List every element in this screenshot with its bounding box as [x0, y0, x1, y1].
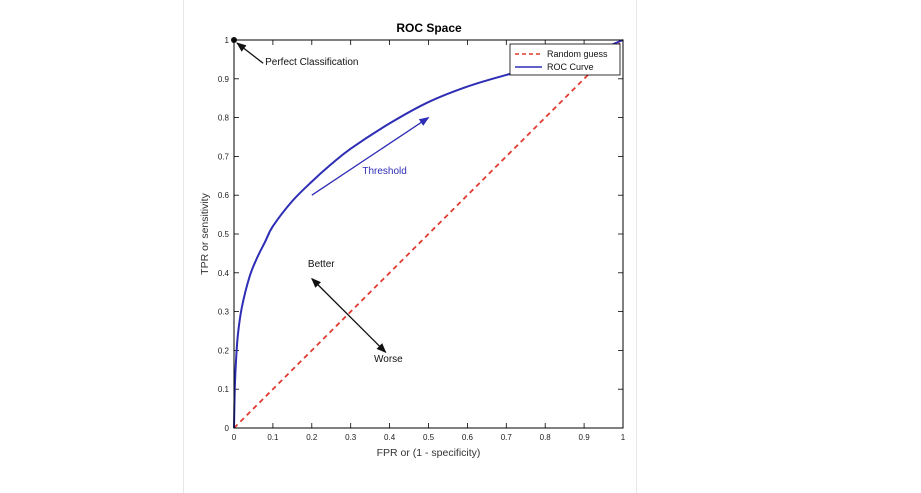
threshold-label: Threshold: [362, 166, 406, 177]
worse-label: Worse: [374, 354, 403, 365]
x-axis-label: FPR or (1 - specificity): [377, 447, 481, 459]
y-tick-label: 0.2: [218, 346, 230, 355]
y-tick-label: 0.9: [218, 75, 230, 84]
y-tick-label: 0.1: [218, 385, 230, 394]
x-tick-label: 0: [232, 433, 237, 442]
perfect-classification-label: Perfect Classification: [265, 57, 358, 68]
series-line-random-guess: [233, 39, 624, 429]
x-tick-label: 1: [621, 433, 626, 442]
x-tick-label: 0.9: [579, 433, 591, 442]
annotation-layer: Perfect Classification Threshold Better Wor…: [231, 37, 430, 365]
x-tick-label: 0.2: [306, 433, 318, 442]
perfect-classification-arrow: [236, 42, 264, 64]
figure-frame: ROC Space 0 0.1 0.2 0.3 0.4 0.5 0.6 0.7 0.8 0.9 1 0…: [183, 0, 637, 493]
better-label: Better: [308, 259, 335, 270]
roc-chart: ROC Space 0 0.1 0.2 0.3 0.4 0.5 0.6 0.7 0.8 0.9 10…: [199, 21, 626, 459]
y-tick-label: 0: [225, 424, 230, 433]
better-worse-arrow: [311, 277, 387, 354]
threshold-arrow: [311, 117, 430, 196]
legend-label-roc-curve: ROC Curve: [547, 62, 594, 72]
y-tick-label: 0.4: [218, 269, 230, 278]
x-tick-label: 0.3: [345, 433, 357, 442]
x-tick-label: 0.7: [501, 433, 513, 442]
y-tick-label: 0.8: [218, 114, 230, 123]
series-line-roc-curve: [233, 39, 624, 429]
x-tick-label: 0.6: [462, 433, 474, 442]
y-tick-label: 0.3: [218, 308, 230, 317]
y-tick-label: 0.5: [218, 230, 230, 239]
x-tick-label: 0.8: [540, 433, 552, 442]
legend: Random guess ROC Curve: [509, 43, 621, 76]
chart-title: ROC Space: [396, 21, 462, 35]
ticks-layer: 0 0.1 0.2 0.3 0.4 0.5 0.6 0.7 0.8 0.9 1 0 0.1 0.2 0.3 0…: [218, 36, 626, 442]
plot-frame: [233, 39, 624, 429]
y-tick-label: 0.6: [218, 191, 230, 200]
x-tick-label: 0.1: [267, 433, 279, 442]
x-tick-label: 0.4: [384, 433, 396, 442]
series-layer: [233, 39, 624, 429]
y-axis-label: TPR or sensitivity: [199, 192, 211, 274]
legend-box: [509, 43, 621, 76]
x-tick-label: 0.5: [423, 433, 435, 442]
y-tick-label: 1: [225, 36, 230, 45]
legend-label-random-guess: Random guess: [547, 49, 608, 59]
y-tick-label: 0.7: [218, 152, 230, 161]
